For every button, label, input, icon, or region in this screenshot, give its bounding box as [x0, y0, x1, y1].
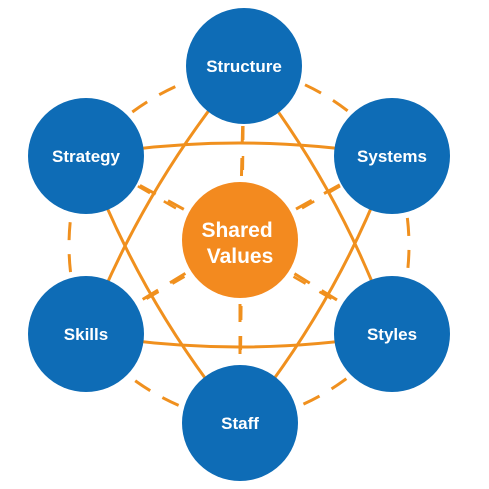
center-label-line-1: Shared — [201, 219, 272, 242]
node-strategy: Strategy — [28, 98, 144, 214]
node-staff: Staff — [182, 365, 298, 481]
node-circle-skills — [28, 276, 144, 392]
node-label-structure: Structure — [206, 57, 282, 76]
node-circle-staff — [182, 365, 298, 481]
node-label-styles: Styles — [367, 325, 417, 344]
node-styles: Styles — [334, 276, 450, 392]
svg-text:Shared Values: Shared Values — [201, 219, 278, 268]
node-circle-strategy — [28, 98, 144, 214]
node-label-staff: Staff — [221, 414, 259, 433]
node-circle-styles — [334, 276, 450, 392]
node-structure: Structure — [186, 8, 302, 124]
center-label-line-2: Values — [207, 245, 274, 268]
node-skills: Skills — [28, 276, 144, 392]
node-circle-structure — [186, 8, 302, 124]
node-label-strategy: Strategy — [52, 147, 121, 166]
node-label-skills: Skills — [64, 325, 108, 344]
node-systems: Systems — [334, 98, 450, 214]
node-circle-systems — [334, 98, 450, 214]
center-node-shared-values — [182, 182, 298, 298]
node-label-systems: Systems — [357, 147, 427, 166]
diagram-nodes: Structure Systems Styles Staff Skills Strateg… — [28, 8, 450, 481]
